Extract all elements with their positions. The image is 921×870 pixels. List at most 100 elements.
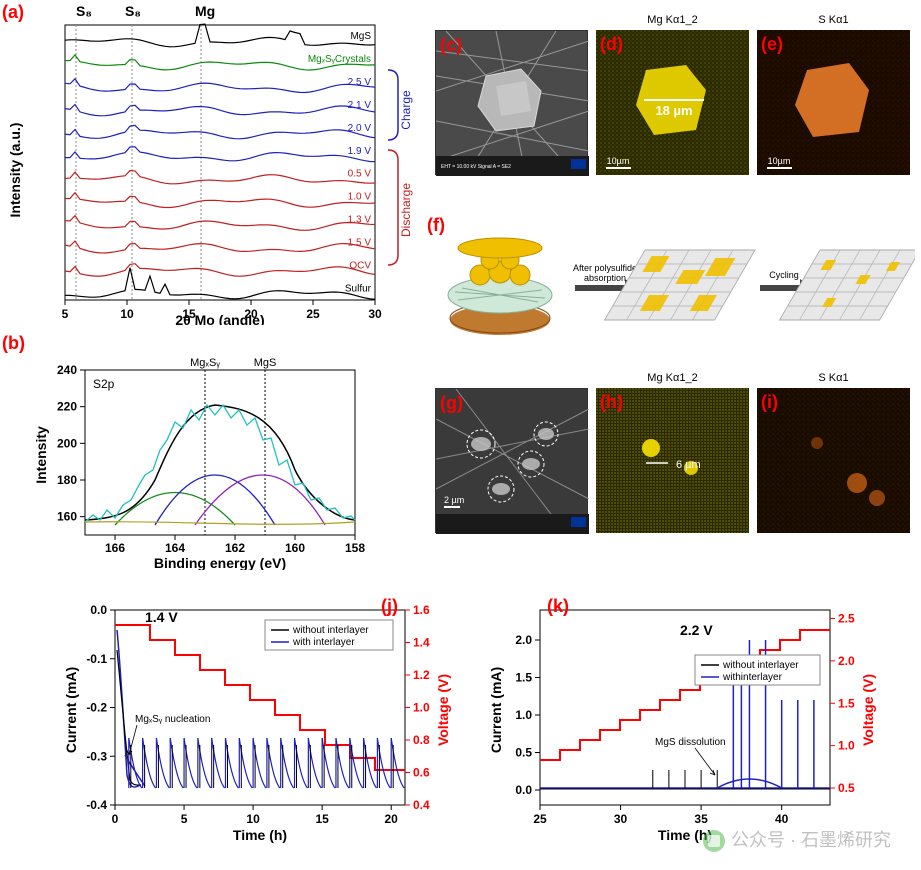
svg-text:10: 10 <box>120 307 134 321</box>
svg-text:MgS: MgS <box>254 357 277 369</box>
svg-text:Time (h): Time (h) <box>233 827 287 843</box>
svg-text:1.0: 1.0 <box>413 701 430 715</box>
panel-e-label: (e) <box>761 34 783 55</box>
panel-i-label: (i) <box>761 392 778 413</box>
svg-text:158: 158 <box>345 541 365 555</box>
panel-e-title: S Kα1 <box>757 14 910 26</box>
svg-text:MgₓSᵧ nucleation: MgₓSᵧ nucleation <box>135 714 210 725</box>
panel-i-title: S Kα1 <box>757 372 910 384</box>
svg-text:Binding energy (eV): Binding energy (eV) <box>154 555 286 570</box>
svg-text:Discharge: Discharge <box>399 183 413 237</box>
svg-text:0.0: 0.0 <box>90 603 107 617</box>
svg-text:25: 25 <box>533 812 547 826</box>
svg-text:Mg: Mg <box>195 3 215 19</box>
svg-text:After polysulfide: After polysulfide <box>573 263 637 273</box>
panel-k-svg: 2.2 V MgS dissolution without interlayer… <box>485 590 885 850</box>
panel-b: S2p MgₓSᵧ MgS 166164162160158 1601802002… <box>30 345 385 570</box>
panel-c-label: (c) <box>440 35 462 56</box>
svg-text:0.5: 0.5 <box>838 781 855 795</box>
svg-text:Charge: Charge <box>399 90 413 130</box>
panel-f-label: (f) <box>427 215 445 236</box>
svg-text:160: 160 <box>285 541 305 555</box>
svg-text:S2p: S2p <box>93 377 115 391</box>
svg-text:40: 40 <box>775 812 789 826</box>
wechat-icon <box>703 830 725 852</box>
svg-text:5: 5 <box>62 307 69 321</box>
svg-text:0.5 V: 0.5 V <box>348 169 372 180</box>
svg-text:0.5: 0.5 <box>515 746 532 760</box>
panel-b-label: (b) <box>2 333 25 354</box>
svg-text:OCV: OCV <box>349 260 371 271</box>
svg-text:5: 5 <box>181 812 188 826</box>
svg-text:35: 35 <box>694 812 708 826</box>
panel-e: S Kα1 10µm (e) <box>757 30 910 175</box>
svg-text:2.5: 2.5 <box>838 611 855 625</box>
svg-text:MgₓSᵧ: MgₓSᵧ <box>190 357 220 369</box>
svg-text:2.0: 2.0 <box>515 633 532 647</box>
svg-text:2θ Mo (angle): 2θ Mo (angle) <box>175 312 264 325</box>
svg-text:160: 160 <box>57 510 77 524</box>
panel-a-label: (a) <box>2 2 24 23</box>
panel-b-svg: S2p MgₓSᵧ MgS 166164162160158 1601802002… <box>30 345 385 570</box>
panel-g-label: (g) <box>440 393 463 414</box>
panel-k: 2.2 V MgS dissolution without interlayer… <box>485 590 885 850</box>
panel-k-label: (k) <box>547 596 569 617</box>
svg-text:Voltage (V): Voltage (V) <box>860 674 876 746</box>
svg-text:220: 220 <box>57 400 77 414</box>
svg-text:0: 0 <box>112 812 119 826</box>
svg-text:Cycling: Cycling <box>769 270 799 280</box>
panel-a-svg: MgSMgₓSᵧCrystals2.5 V2.1 V2.0 V1.9 V0.5 … <box>0 0 425 325</box>
svg-text:30: 30 <box>368 307 382 321</box>
svg-text:2.2 V: 2.2 V <box>680 622 713 638</box>
panel-d-title: Mg Kα1_2 <box>596 14 749 26</box>
svg-text:2.5 V: 2.5 V <box>348 77 372 88</box>
svg-text:2.0: 2.0 <box>838 654 855 668</box>
svg-text:-0.2: -0.2 <box>86 701 107 715</box>
panel-h-title: Mg Kα1_2 <box>596 372 749 384</box>
panel-h-label: (h) <box>600 392 623 413</box>
svg-text:MgS dissolution: MgS dissolution <box>655 737 726 748</box>
svg-text:1.5 V: 1.5 V <box>348 237 372 248</box>
svg-text:1.6: 1.6 <box>413 603 430 617</box>
svg-text:-0.3: -0.3 <box>86 749 107 763</box>
svg-text:with interlayer: with interlayer <box>292 637 355 648</box>
panel-c: EHT = 10.00 kV Signal A = SE2 (c) <box>435 30 588 175</box>
svg-text:10µm: 10µm <box>607 156 630 166</box>
svg-text:200: 200 <box>57 436 77 450</box>
svg-text:0.8: 0.8 <box>413 733 430 747</box>
svg-text:Intensity: Intensity <box>33 426 49 484</box>
svg-text:10: 10 <box>246 812 260 826</box>
panel-h: Mg Kα1_2 6 µm (h) <box>596 388 749 533</box>
panel-d: Mg Kα1_2 18 µm 10µm (d) <box>596 30 749 175</box>
svg-text:25: 25 <box>306 307 320 321</box>
svg-text:1.3 V: 1.3 V <box>348 215 372 226</box>
panel-j-svg: 1.4 V MgₓSᵧ nucleation without interlaye… <box>60 590 460 850</box>
panel-f: After polysulfide absorption Cycling <box>435 215 915 350</box>
svg-text:S₈: S₈ <box>76 3 92 19</box>
svg-text:2 µm: 2 µm <box>444 495 464 505</box>
svg-text:Voltage (V): Voltage (V) <box>435 674 451 746</box>
svg-text:20: 20 <box>385 812 399 826</box>
svg-text:-0.1: -0.1 <box>86 652 107 666</box>
svg-text:166: 166 <box>105 541 125 555</box>
svg-text:-0.4: -0.4 <box>86 798 107 812</box>
panel-a: MgSMgₓSᵧCrystals2.5 V2.1 V2.0 V1.9 V0.5 … <box>0 0 425 325</box>
svg-text:0.0: 0.0 <box>515 783 532 797</box>
svg-text:0.6: 0.6 <box>413 766 430 780</box>
svg-text:15: 15 <box>315 812 329 826</box>
svg-text:1.0: 1.0 <box>515 708 532 722</box>
svg-text:6 µm: 6 µm <box>676 459 701 471</box>
svg-text:S₈: S₈ <box>125 3 141 19</box>
svg-text:10µm: 10µm <box>768 156 791 166</box>
svg-text:30: 30 <box>614 812 628 826</box>
svg-text:164: 164 <box>165 541 185 555</box>
svg-text:1.0: 1.0 <box>838 739 855 753</box>
svg-text:0.4: 0.4 <box>413 798 430 812</box>
svg-text:180: 180 <box>57 473 77 487</box>
svg-text:18 µm: 18 µm <box>655 103 692 118</box>
svg-text:1.5: 1.5 <box>515 671 532 685</box>
svg-text:absorption: absorption <box>584 273 626 283</box>
svg-text:MgS: MgS <box>350 31 371 42</box>
svg-text:2.1 V: 2.1 V <box>348 100 372 111</box>
svg-text:1.9 V: 1.9 V <box>348 146 372 157</box>
